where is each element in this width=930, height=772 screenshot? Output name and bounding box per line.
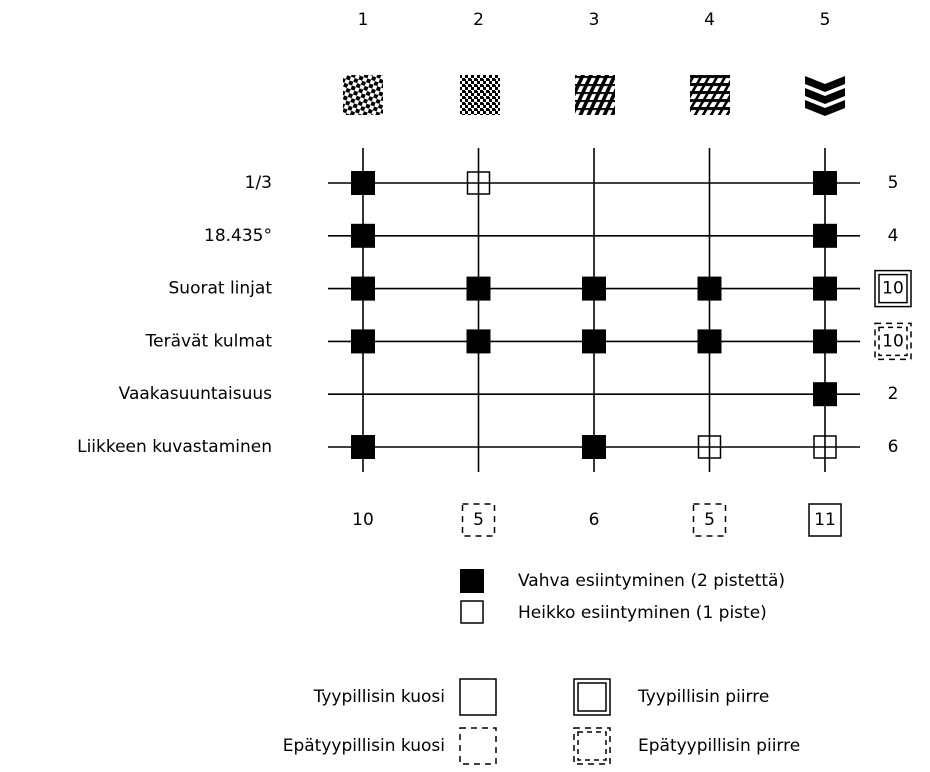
row-label: Liikkeen kuvastaminen <box>77 437 272 457</box>
column-total: 5 <box>473 510 484 530</box>
row-total: 4 <box>888 226 899 246</box>
row-total: 2 <box>888 384 899 404</box>
legend-weak-label: Heikko esiintyminen (1 piste) <box>518 603 767 623</box>
column-total: 5 <box>704 510 715 530</box>
legend-typical-feature-label: Tyypillisin piirre <box>637 687 769 707</box>
column-number: 5 <box>820 10 831 30</box>
column-number: 1 <box>358 10 369 30</box>
row-total: 6 <box>888 437 899 457</box>
legend-atypical-pattern-label: Epätyypillisin kuosi <box>283 736 445 756</box>
matrix-diagram: 1 2 3 4 5 1/3 18.435° Suorat linjat Terävät kulm… <box>0 0 930 772</box>
strong-mark <box>351 277 375 301</box>
strong-mark <box>467 329 491 353</box>
legend-typical-feature-box <box>574 679 610 715</box>
pattern-icons <box>343 75 845 116</box>
legend-typical-pattern-label: Tyypillisin kuosi <box>313 687 445 707</box>
column-total: 11 <box>814 510 836 530</box>
pattern-icon <box>690 75 730 115</box>
strong-mark <box>351 435 375 459</box>
legend-atypical-pattern-box <box>460 728 496 764</box>
column-total: 6 <box>589 510 600 530</box>
strong-mark <box>813 224 837 248</box>
row-label: 1/3 <box>245 173 272 193</box>
strong-mark <box>582 329 606 353</box>
legend-atypical-feature-label: Epätyypillisin piirre <box>638 736 800 756</box>
strong-mark <box>351 171 375 195</box>
row-total: 5 <box>888 173 899 193</box>
column-number: 4 <box>704 10 715 30</box>
strong-mark <box>467 277 491 301</box>
pattern-icon <box>575 75 615 115</box>
column-number: 2 <box>473 10 484 30</box>
strong-mark <box>351 329 375 353</box>
strong-mark <box>698 329 722 353</box>
legend-atypical-feature-box <box>578 732 606 760</box>
strong-mark <box>582 435 606 459</box>
column-number: 3 <box>589 10 600 30</box>
row-total: 10 <box>882 279 904 299</box>
row-label: 18.435° <box>204 226 272 246</box>
strong-mark <box>813 171 837 195</box>
pattern-icon <box>805 76 845 116</box>
strong-mark <box>698 277 722 301</box>
legend-weak-swatch <box>461 601 483 623</box>
row-label: Terävät kulmat <box>145 331 273 351</box>
legend-atypical-feature-box <box>574 728 610 764</box>
strong-mark <box>813 329 837 353</box>
legend-typical-feature-box <box>578 683 606 711</box>
strong-mark <box>582 277 606 301</box>
pattern-icon <box>343 75 383 115</box>
pattern-icon <box>460 75 500 115</box>
strong-mark <box>813 382 837 406</box>
row-label: Suorat linjat <box>169 279 273 299</box>
legend-strong-swatch <box>460 569 484 593</box>
strong-mark <box>351 224 375 248</box>
row-label: Vaakasuuntaisuus <box>119 384 273 404</box>
column-total: 10 <box>352 510 374 530</box>
row-total: 10 <box>882 331 904 351</box>
strong-mark <box>813 277 837 301</box>
legend-strong-label: Vahva esiintyminen (2 pistettä) <box>518 571 785 591</box>
legend-typical-pattern-box <box>460 679 496 715</box>
